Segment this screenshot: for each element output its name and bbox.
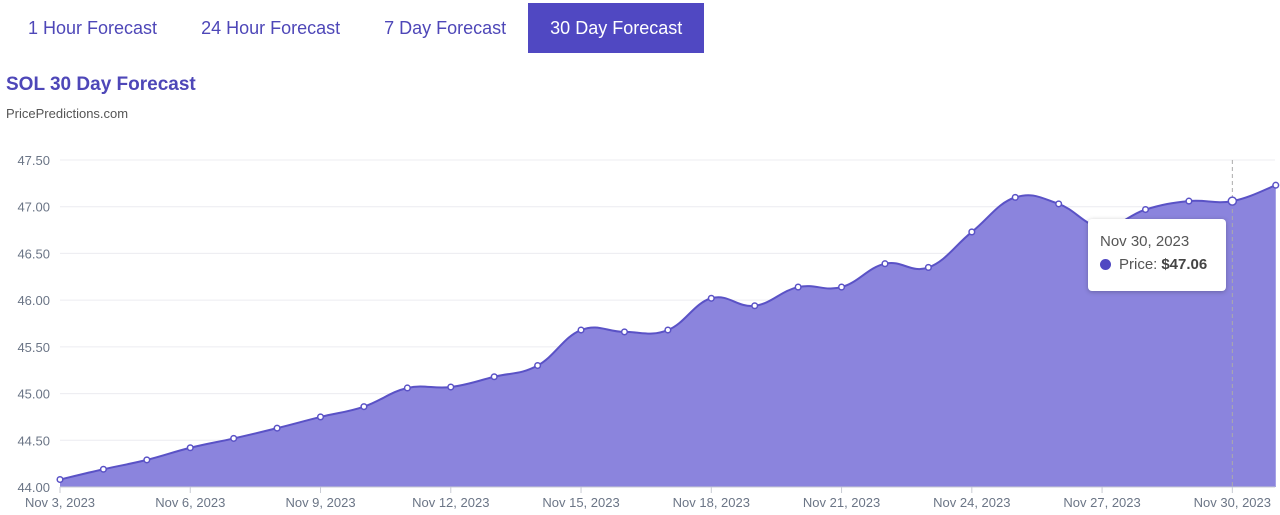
tab-24-hour-forecast[interactable]: 24 Hour Forecast: [201, 18, 341, 38]
svg-text:Nov 3, 2023: Nov 3, 2023: [25, 495, 95, 510]
chart-subtitle: PricePredictions.com: [6, 106, 129, 121]
svg-text:47.50: 47.50: [17, 153, 50, 168]
svg-text:44.00: 44.00: [17, 480, 50, 495]
svg-text:47.00: 47.00: [17, 200, 50, 215]
svg-text:45.50: 45.50: [17, 340, 50, 355]
tab-30-day-forecast[interactable]: 30 Day Forecast: [528, 3, 705, 53]
svg-text:46.00: 46.00: [17, 293, 50, 308]
svg-text:Nov 12, 2023: Nov 12, 2023: [412, 495, 489, 510]
svg-text:44.50: 44.50: [17, 433, 50, 448]
tooltip-date: Nov 30, 2023: [1100, 233, 1190, 250]
series-dot-icon: [1100, 259, 1111, 270]
chart-title: SOL 30 Day Forecast: [6, 74, 196, 95]
svg-text:46.50: 46.50: [17, 246, 50, 261]
svg-text:Nov 24, 2023: Nov 24, 2023: [933, 495, 1010, 510]
data-points: [56, 181, 1280, 484]
svg-text:Nov 21, 2023: Nov 21, 2023: [803, 495, 880, 510]
svg-text:Nov 18, 2023: Nov 18, 2023: [673, 495, 750, 510]
svg-text:Nov 30, 2023: Nov 30, 2023: [1194, 495, 1271, 510]
tooltip-price-row: Price: $47.06: [1100, 256, 1214, 273]
svg-text:45.00: 45.00: [17, 387, 50, 402]
svg-text:Nov 27, 2023: Nov 27, 2023: [1063, 495, 1140, 510]
x-axis-labels: Nov 3, 2023 Nov 6, 2023 Nov 9, 2023 Nov 12,…: [25, 487, 1271, 510]
tab-1-hour-forecast[interactable]: 1 Hour Forecast: [28, 18, 158, 38]
price-area: [60, 185, 1276, 487]
svg-text:Nov 9, 2023: Nov 9, 2023: [285, 495, 355, 510]
forecast-tabs: 1 Hour Forecast 24 Hour Forecast 7 Day F…: [0, 3, 705, 53]
chart-tooltip: Nov 30, 2023 Price: $47.06: [1088, 219, 1226, 291]
y-axis-labels: 44.00 44.50 45.00 45.50 46.00 46.50 47.00 47.50: [17, 153, 50, 495]
svg-text:Nov 15, 2023: Nov 15, 2023: [542, 495, 619, 510]
tooltip-value: $47.06: [1161, 256, 1208, 273]
tooltip-label: Price:: [1119, 256, 1158, 273]
svg-text:Nov 6, 2023: Nov 6, 2023: [155, 495, 225, 510]
tab-7-day-forecast[interactable]: 7 Day Forecast: [384, 18, 507, 38]
